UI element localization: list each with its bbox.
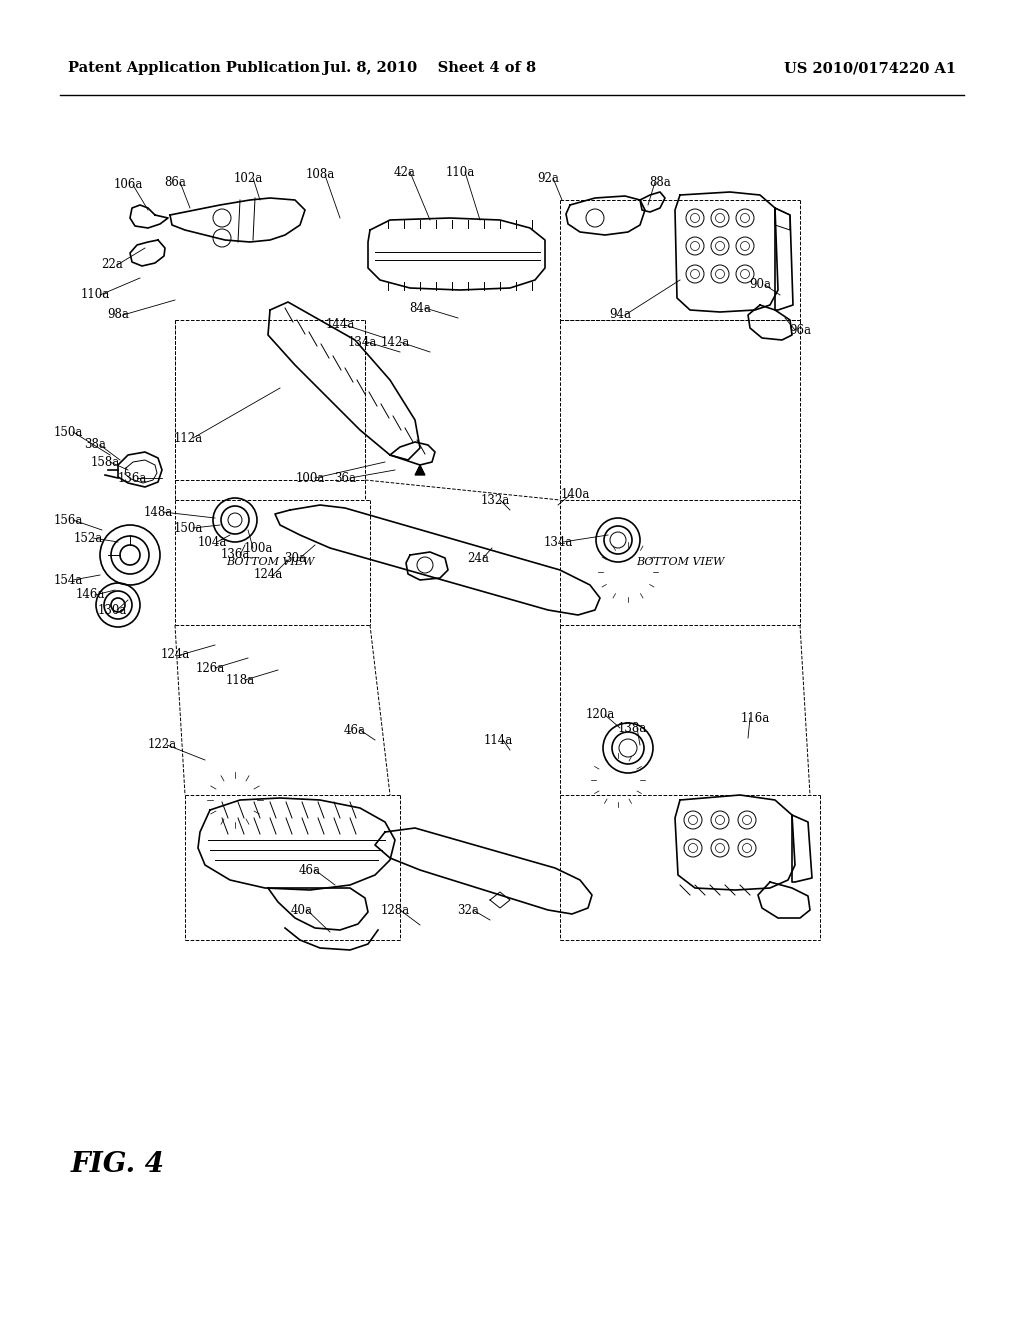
Text: 156a: 156a [53, 513, 83, 527]
Text: 154a: 154a [53, 573, 83, 586]
Text: Jul. 8, 2010    Sheet 4 of 8: Jul. 8, 2010 Sheet 4 of 8 [324, 61, 537, 75]
Text: 150a: 150a [173, 521, 203, 535]
Text: 46a: 46a [344, 723, 366, 737]
Text: 104a: 104a [198, 536, 226, 549]
Text: 22a: 22a [101, 259, 123, 272]
Text: 100a: 100a [244, 541, 272, 554]
Text: 134a: 134a [347, 335, 377, 348]
Text: 120a: 120a [586, 709, 614, 722]
Text: 128a: 128a [381, 903, 410, 916]
Text: 110a: 110a [80, 289, 110, 301]
Text: 116a: 116a [740, 711, 770, 725]
Text: 152a: 152a [74, 532, 102, 544]
Text: 84a: 84a [409, 301, 431, 314]
Text: 114a: 114a [483, 734, 513, 747]
Text: 86a: 86a [164, 176, 186, 189]
Text: 38a: 38a [84, 438, 105, 451]
Text: 94a: 94a [609, 309, 631, 322]
Polygon shape [415, 465, 425, 475]
Text: 106a: 106a [114, 178, 142, 191]
Text: 132a: 132a [480, 494, 510, 507]
Text: 96a: 96a [790, 323, 811, 337]
Text: 136a: 136a [220, 549, 250, 561]
Text: 158a: 158a [90, 455, 120, 469]
Text: 108a: 108a [305, 169, 335, 181]
Text: 102a: 102a [233, 172, 262, 185]
Text: 88a: 88a [649, 176, 671, 189]
Text: 124a: 124a [161, 648, 189, 661]
Text: 112a: 112a [173, 432, 203, 445]
Text: 140a: 140a [560, 488, 590, 502]
Text: Patent Application Publication: Patent Application Publication [68, 61, 319, 75]
Text: 100a: 100a [295, 471, 325, 484]
Text: 136a: 136a [118, 471, 146, 484]
Text: 148a: 148a [143, 506, 173, 519]
Text: BOTTOM VIEW: BOTTOM VIEW [226, 557, 314, 568]
Text: FIG. 4: FIG. 4 [71, 1151, 165, 1179]
Text: 98a: 98a [108, 309, 129, 322]
Text: 124a: 124a [253, 569, 283, 582]
Text: 134a: 134a [544, 536, 572, 549]
Text: 30a: 30a [284, 552, 306, 565]
Text: 126a: 126a [196, 661, 224, 675]
Text: 130a: 130a [97, 603, 127, 616]
Text: 36a: 36a [334, 471, 356, 484]
Text: 46a: 46a [299, 863, 321, 876]
Text: 144a: 144a [326, 318, 354, 331]
Text: 92a: 92a [537, 172, 559, 185]
Text: 110a: 110a [445, 165, 475, 178]
Text: 40a: 40a [291, 903, 313, 916]
Text: 90a: 90a [749, 279, 771, 292]
Text: 118a: 118a [225, 673, 255, 686]
Text: 138a: 138a [617, 722, 646, 734]
Text: 24a: 24a [467, 552, 488, 565]
Text: 32a: 32a [457, 903, 479, 916]
Text: 42a: 42a [394, 165, 416, 178]
Text: 142a: 142a [380, 335, 410, 348]
Text: 122a: 122a [147, 738, 176, 751]
Text: US 2010/0174220 A1: US 2010/0174220 A1 [784, 61, 956, 75]
Text: BOTTOM VIEW: BOTTOM VIEW [636, 557, 724, 568]
Text: 150a: 150a [53, 425, 83, 438]
Text: 146a: 146a [76, 589, 104, 602]
